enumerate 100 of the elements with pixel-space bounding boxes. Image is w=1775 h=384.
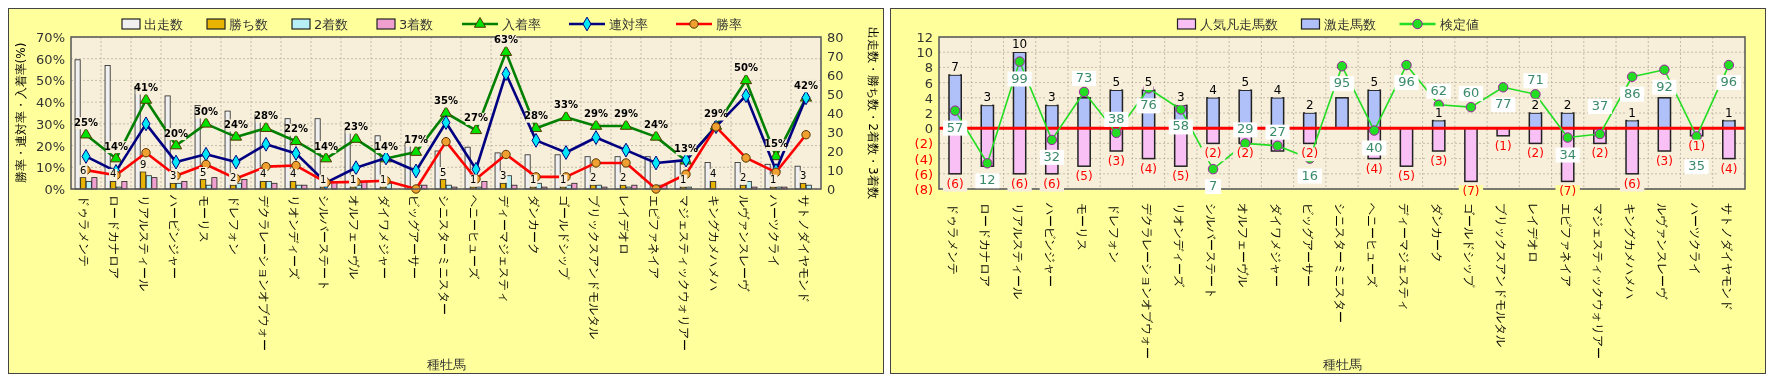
data-label: 3 — [170, 170, 177, 182]
x-tick-label: モーリス — [197, 195, 211, 243]
x-tick-label: デクラレーションオブウォー — [1139, 203, 1154, 359]
data-label: (4) — [1365, 161, 1383, 176]
data-label: 4 — [1209, 82, 1217, 97]
data-label: 1 — [470, 174, 477, 186]
x-tick-label: ダイワメジャー — [377, 195, 391, 279]
data-label: (2) — [1204, 146, 1222, 161]
data-label: 92 — [1656, 78, 1673, 94]
data-label: 14% — [104, 140, 128, 152]
data-label: 3 — [500, 170, 507, 182]
x-tick-label: シニスターミニスター — [1333, 203, 1347, 323]
data-label: 3 — [983, 90, 992, 105]
data-label: 5 — [440, 166, 447, 178]
data-label: 1 — [770, 174, 777, 186]
data-label: 17% — [404, 134, 428, 146]
x-tick-label: レイデオロ — [1526, 203, 1541, 263]
x-tick-label: リアルスティール — [137, 195, 151, 291]
data-label: 9 — [140, 158, 147, 170]
data-label: 5 — [200, 166, 207, 178]
data-label: 99 — [1011, 70, 1028, 86]
legend-label: 勝ち数 — [229, 17, 268, 32]
x-tick-label: シルバーステート — [317, 195, 331, 291]
x-tick-label: リアルスティール — [1010, 203, 1025, 299]
data-label: 29% — [614, 108, 638, 120]
data-label: 32 — [1043, 148, 1061, 164]
data-label: 13% — [674, 142, 698, 154]
data-label: 2 — [590, 172, 597, 184]
x-axis-title: 種牡馬 — [426, 357, 466, 372]
y2-tick-label: 80 — [827, 30, 844, 45]
data-label: 73 — [1075, 69, 1093, 85]
data-label: 25% — [74, 116, 98, 128]
x-tick-label: ブリックスアンドモルタル — [1494, 203, 1509, 347]
data-label: (6) — [946, 176, 964, 191]
x-tick-label: キングカメハメハ — [1623, 203, 1638, 299]
y-tick-label: 2 — [924, 106, 933, 121]
data-label: (5) — [1172, 169, 1190, 184]
data-label: 57 — [946, 119, 964, 135]
y-tick-label: (2) — [914, 136, 933, 152]
data-label: 62 — [1430, 82, 1447, 98]
data-label: 76 — [1140, 97, 1157, 113]
x-tick-label: マジェスティックウォリアー — [1590, 203, 1605, 359]
data-label: 4 — [710, 168, 717, 180]
x-tick-label: ドゥラメンテ — [946, 203, 961, 275]
data-label: 1 — [350, 174, 357, 186]
y2-tick-label: 30 — [827, 125, 844, 140]
data-label: (2) — [1526, 146, 1544, 161]
data-label: 24% — [644, 118, 668, 130]
data-label: 29% — [704, 108, 728, 120]
y-tick-label: (6) — [914, 166, 933, 182]
data-label: 41% — [134, 81, 158, 93]
x-tick-label: ビッグアーサー — [407, 195, 421, 279]
data-label: (5) — [1075, 169, 1093, 184]
data-label: (3) — [1107, 154, 1125, 168]
y2-axis-title: 出走数・勝ち数・2着数・3着数 — [866, 27, 880, 199]
data-label: 16 — [1301, 167, 1319, 183]
data-label: 10 — [1011, 37, 1028, 52]
data-label: 1 — [560, 174, 567, 186]
data-label: 5 — [1241, 75, 1250, 90]
y-tick-label: (8) — [914, 182, 933, 197]
x-tick-label: オルフェーヴル — [347, 195, 361, 279]
x-tick-label: ドレフォン — [227, 195, 241, 255]
x-tick-label: ルヴァンスレーヴ — [1655, 203, 1670, 300]
data-label: 5 — [1144, 75, 1153, 90]
x-tick-label: ヘニーヒューズ — [1365, 203, 1380, 288]
x-tick-label: マジェスティックウォリアー — [677, 195, 691, 351]
data-label: (7) — [1559, 184, 1577, 199]
x-tick-label: ルヴァンスレーヴ — [737, 195, 751, 292]
y-tick-label: 4 — [924, 90, 933, 106]
data-label: 95 — [1333, 75, 1351, 91]
data-label: 2 — [1563, 98, 1572, 112]
x-tick-label: ダンカーク — [527, 195, 541, 255]
y2-tick-label: 60 — [827, 68, 844, 83]
data-label: (7) — [1462, 184, 1480, 199]
data-label: 5 — [1370, 75, 1379, 90]
data-label: 2 — [620, 172, 627, 184]
data-label: 3 — [1048, 90, 1056, 105]
x-tick-label: リオンディーズ — [287, 195, 301, 280]
data-label: 14% — [374, 140, 398, 152]
legend-label: 激走馬数 — [1323, 17, 1376, 32]
data-label: 35% — [434, 95, 458, 106]
data-label: 22% — [284, 123, 308, 135]
y2-tick-label: 10 — [827, 163, 844, 178]
y-tick-label: 0 — [924, 121, 933, 137]
x-tick-label: ゴールドシップ — [557, 195, 571, 280]
x-tick-label: ダンカーク — [1429, 203, 1444, 263]
x-tick-label: ブリックスアンドモルタル — [587, 195, 601, 339]
x-tick-label: サトノダイヤモンド — [797, 195, 811, 303]
data-label: 30% — [194, 105, 218, 117]
legend-label: 勝率 — [716, 17, 742, 32]
x-tick-label: ドレフォン — [1107, 203, 1122, 263]
data-label: 1 — [1725, 105, 1733, 120]
data-label: (3) — [1430, 154, 1448, 168]
data-label: 60 — [1462, 85, 1480, 101]
data-label: (2) — [1301, 146, 1319, 161]
data-label: 2 — [1531, 98, 1540, 112]
y-tick-label: 20% — [36, 138, 65, 154]
data-label: 20% — [164, 127, 188, 139]
legend-label: 2着数 — [314, 17, 349, 32]
x-tick-label: ハービンジャー — [167, 194, 181, 279]
